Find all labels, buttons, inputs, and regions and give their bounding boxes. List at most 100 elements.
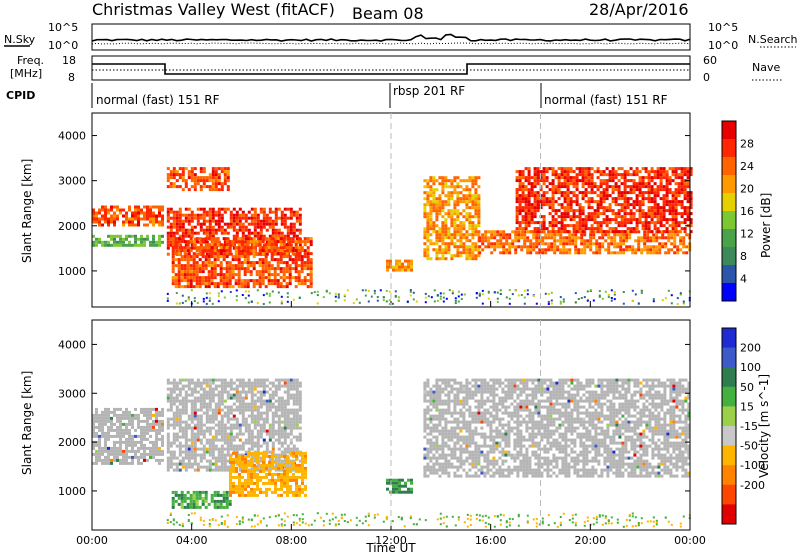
scatter-cell xyxy=(225,264,229,268)
scatter-cell xyxy=(187,387,191,391)
scatter-cell xyxy=(235,222,239,226)
scatter-cell xyxy=(572,224,576,228)
scatter-cell xyxy=(184,411,188,415)
scatter-cell xyxy=(238,393,242,397)
scatter-cell xyxy=(208,173,212,177)
scatter-cell xyxy=(502,242,506,246)
scatter-cell xyxy=(214,179,218,183)
scatter-cell xyxy=(563,206,567,210)
scatter-cell xyxy=(253,420,257,424)
scatter-cell xyxy=(226,173,230,177)
scatter-cell xyxy=(223,468,227,472)
scatter-cell xyxy=(518,194,522,198)
scatter-cell xyxy=(457,300,460,303)
scatter-cell xyxy=(146,416,149,420)
scatter-cell xyxy=(228,240,232,244)
scatter-cell xyxy=(223,411,227,415)
scatter-cell xyxy=(683,221,687,225)
scatter-cell xyxy=(450,215,454,219)
scatter-cell xyxy=(551,197,555,201)
scatter-cell xyxy=(214,459,218,463)
scatter-cell xyxy=(184,420,188,424)
scatter-cell xyxy=(171,502,175,506)
scatter-cell xyxy=(468,221,472,225)
scatter-cell xyxy=(193,456,197,460)
scatter-cell xyxy=(468,191,472,195)
scatter-cell xyxy=(474,242,478,246)
scatter-cell xyxy=(613,245,617,249)
scatter-cell xyxy=(538,236,542,240)
scatter-cell xyxy=(656,185,660,189)
scatter-cell xyxy=(207,285,211,289)
scatter-cell xyxy=(113,452,116,456)
scatter-cell xyxy=(180,279,184,283)
scatter-cell xyxy=(205,420,209,424)
scatter-cell xyxy=(580,242,584,246)
scatter-cell xyxy=(178,435,182,439)
scatter-cell xyxy=(459,227,463,231)
scatter-cell xyxy=(189,499,193,503)
scatter-cell xyxy=(575,197,579,201)
scatter-cell xyxy=(662,212,666,216)
scatter-cell xyxy=(590,230,594,234)
scatter-cell xyxy=(205,384,209,388)
scatter-cell xyxy=(107,452,110,456)
scatter-cell xyxy=(223,465,227,469)
scatter-cell xyxy=(610,239,614,243)
scatter-cell xyxy=(581,206,585,210)
scatter-cell xyxy=(671,194,675,198)
scatter-cell xyxy=(605,230,609,234)
scatter-cell xyxy=(298,231,302,235)
scatter-cell xyxy=(169,173,173,177)
scatter-cell xyxy=(508,248,512,252)
scatter-cell xyxy=(261,267,265,271)
scatter-cell xyxy=(101,240,104,244)
scatter-cell xyxy=(285,246,289,250)
scatter-cell xyxy=(216,285,220,289)
scatter-cell xyxy=(635,224,639,228)
scatter-cell xyxy=(211,207,215,211)
scatter-cell xyxy=(216,493,220,497)
scatter-cell xyxy=(216,502,220,506)
scatter-cell xyxy=(190,289,193,292)
scatter-cell xyxy=(208,228,212,232)
scatter-cell xyxy=(533,212,537,216)
scatter-cell xyxy=(581,221,585,225)
scatter-cell xyxy=(220,456,224,460)
scatter-cell xyxy=(658,242,662,246)
scatter-cell xyxy=(208,417,212,421)
scatter-cell xyxy=(225,276,229,280)
scatter-cell xyxy=(292,402,296,406)
scatter-cell xyxy=(457,290,460,293)
scatter-cell xyxy=(223,231,227,235)
scatter-cell xyxy=(223,441,227,445)
scatter-cell xyxy=(205,411,209,415)
scatter-cell xyxy=(216,499,220,503)
scatter-cell xyxy=(223,462,227,466)
scatter-cell xyxy=(562,248,566,252)
scatter-cell xyxy=(574,245,578,249)
scatter-cell xyxy=(605,206,609,210)
freq-tick-bottom: 8 xyxy=(68,71,75,84)
scatter-cell xyxy=(286,390,290,394)
scatter-cell xyxy=(243,258,247,262)
scatter-cell xyxy=(447,236,451,240)
scatter-cell xyxy=(247,290,250,293)
scatter-cell xyxy=(309,282,313,286)
scatter-cell xyxy=(412,291,415,294)
scatter-cell xyxy=(616,251,620,255)
scatter-cell xyxy=(474,212,478,216)
scatter-cell xyxy=(435,197,439,201)
scatter-cell xyxy=(545,200,549,204)
scatter-cell xyxy=(268,210,272,214)
scatter-cell xyxy=(208,185,212,189)
scatter-cell xyxy=(222,499,226,503)
scatter-cell xyxy=(664,245,668,249)
scatter-cell xyxy=(614,188,618,192)
scatter-cell xyxy=(559,296,562,299)
scatter-cell xyxy=(104,419,107,423)
scatter-cell xyxy=(617,212,621,216)
scatter-cell xyxy=(175,170,179,174)
scatter-cell xyxy=(98,413,101,417)
scatter-cell xyxy=(668,176,672,180)
